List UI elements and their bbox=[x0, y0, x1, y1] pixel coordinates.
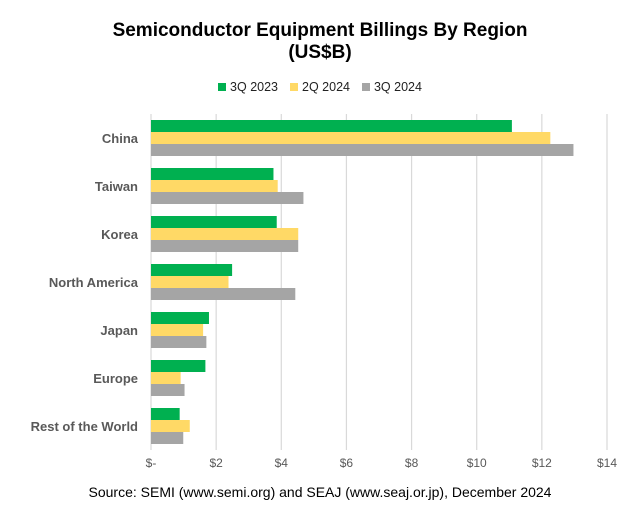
chart-title: Semiconductor Equipment Billings By Regi… bbox=[112, 20, 528, 41]
category-label: China bbox=[102, 131, 139, 146]
x-tick-label: $12 bbox=[532, 456, 552, 470]
bar-north-america-2q-2024 bbox=[151, 276, 229, 288]
bar-taiwan-3q-2023 bbox=[151, 168, 274, 180]
legend-swatch-2 bbox=[361, 83, 370, 91]
bar-china-3q-2024 bbox=[151, 144, 574, 156]
category-label: Korea bbox=[101, 227, 139, 242]
bar-japan-3q-2024 bbox=[151, 336, 207, 348]
bar-north-america-3q-2024 bbox=[151, 288, 296, 300]
legend-swatch-1 bbox=[290, 83, 299, 91]
legend-swatch-0 bbox=[218, 83, 227, 91]
legend-label-1: 2Q 2024 bbox=[302, 80, 350, 94]
source-note: Source: SEMI (www.semi.org) and SEAJ (ww… bbox=[88, 484, 552, 500]
bar-taiwan-3q-2024 bbox=[151, 192, 304, 204]
x-tick-label: $10 bbox=[467, 456, 487, 470]
x-tick-label: $14 bbox=[597, 456, 617, 470]
bar-korea-3q-2023 bbox=[151, 216, 277, 228]
x-tick-label: $6 bbox=[340, 456, 354, 470]
chart-subtitle: (US$B) bbox=[288, 42, 352, 63]
x-tick-label: $- bbox=[146, 456, 157, 470]
bar-rest-of-the-world-2q-2024 bbox=[151, 420, 190, 432]
bar-taiwan-2q-2024 bbox=[151, 180, 278, 192]
bar-north-america-3q-2023 bbox=[151, 264, 233, 276]
bar-japan-3q-2023 bbox=[151, 312, 209, 324]
bar-japan-2q-2024 bbox=[151, 324, 204, 336]
x-tick-label: $2 bbox=[209, 456, 223, 470]
category-label: Japan bbox=[100, 323, 138, 338]
legend-label-2: 3Q 2024 bbox=[373, 80, 422, 94]
bar-rest-of-the-world-3q-2024 bbox=[151, 432, 184, 444]
legend-item-2: 3Q 2024 bbox=[361, 80, 422, 94]
bar-korea-3q-2024 bbox=[151, 240, 299, 252]
bar-rest-of-the-world-3q-2023 bbox=[151, 408, 180, 420]
bar-europe-2q-2024 bbox=[151, 372, 181, 384]
category-label: Rest of the World bbox=[31, 419, 138, 434]
bar-china-2q-2024 bbox=[151, 132, 551, 144]
category-label: North America bbox=[49, 275, 139, 290]
legend-item-1: 2Q 2024 bbox=[290, 80, 350, 94]
bar-europe-3q-2024 bbox=[151, 384, 185, 396]
bar-korea-2q-2024 bbox=[151, 228, 299, 240]
legend-label-0: 3Q 2023 bbox=[230, 80, 279, 94]
legend-item-0: 3Q 2023 bbox=[218, 80, 278, 94]
x-tick-label: $4 bbox=[275, 456, 289, 470]
bar-china-3q-2023 bbox=[151, 120, 512, 132]
category-label: Taiwan bbox=[95, 179, 138, 194]
x-tick-label: $8 bbox=[405, 456, 419, 470]
bar-europe-3q-2023 bbox=[151, 360, 206, 372]
legend: 3Q 2023 2Q 2024 3Q 2024 bbox=[0, 80, 640, 94]
category-label: Europe bbox=[93, 371, 138, 386]
